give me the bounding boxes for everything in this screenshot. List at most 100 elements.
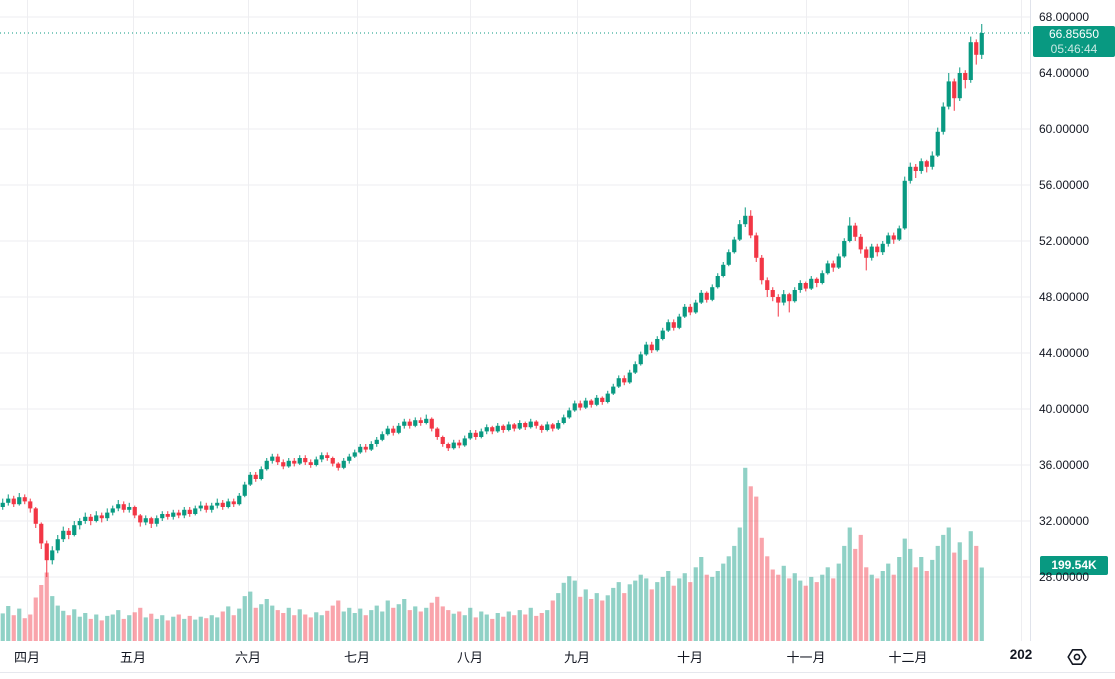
volume-bar [682, 573, 687, 641]
candle-body [677, 316, 682, 328]
month-label: 五月 [119, 650, 147, 665]
month-label: 十月 [676, 650, 704, 665]
volume-bar [468, 607, 473, 641]
candle-body [699, 292, 704, 303]
candle-body [116, 504, 121, 509]
candle-body [182, 509, 187, 516]
candle-body [325, 455, 330, 458]
candle-body [451, 442, 456, 449]
volume-bar [479, 611, 484, 641]
volume-bar [237, 608, 242, 641]
candle-body [710, 287, 715, 300]
volume-bar [0, 613, 5, 641]
volume-bar [517, 610, 522, 641]
volume-bar [506, 611, 511, 641]
month-label: 八月 [456, 650, 484, 665]
volume-bar [61, 610, 66, 641]
volume-bar [50, 596, 55, 641]
volume-bar [858, 534, 863, 641]
candle-body [72, 525, 77, 535]
candle-body [418, 420, 423, 423]
volume-bar [446, 610, 451, 641]
volume-bar [72, 609, 77, 641]
volume-bar [451, 613, 456, 641]
volume-bar [347, 607, 352, 641]
candlestick-chart[interactable] [0, 0, 1030, 641]
volume-bar [319, 615, 324, 641]
candle-body [732, 239, 737, 253]
volume-bar [715, 571, 720, 641]
volume-bar [820, 574, 825, 641]
settings-button[interactable] [1063, 644, 1091, 670]
volume-bar [440, 606, 445, 641]
month-label: 六月 [234, 650, 262, 665]
volume-bar [567, 576, 572, 641]
volume-bar [231, 615, 236, 641]
candle-body [589, 400, 594, 405]
volume-bar [270, 605, 275, 641]
volume-bar [424, 607, 429, 641]
volume-bar [644, 578, 649, 641]
price-axis-label: 28.00000 [1039, 570, 1090, 584]
price-axis-label: 56.00000 [1039, 178, 1090, 192]
candle-body [424, 418, 429, 423]
volume-bar [501, 616, 506, 641]
candle-body [935, 131, 940, 156]
candle-body [539, 425, 544, 430]
volume-bar [286, 607, 291, 641]
volume-bar [512, 615, 517, 641]
volume-bar [721, 563, 726, 641]
price-axis-label: 52.00000 [1039, 234, 1090, 248]
volume-bar [946, 527, 951, 641]
volume-bar [759, 537, 764, 641]
candle-body [798, 283, 803, 290]
volume-bar [88, 618, 93, 641]
candle-body [556, 423, 561, 429]
candle-body [396, 425, 401, 433]
volume-bar [578, 596, 583, 641]
candle-body [930, 155, 935, 167]
time-axis[interactable]: 四月 五月 六月 七月 八月 九月 十月 十一月 十二月 202 [0, 641, 1115, 679]
candle-body [924, 161, 929, 167]
candle-body [39, 523, 44, 544]
candle-body [968, 42, 973, 80]
candle-body [231, 501, 236, 505]
candle-body [748, 215, 753, 236]
candle-body [11, 498, 16, 505]
volume-bar [770, 569, 775, 641]
volume-bar [660, 576, 665, 641]
candle-body [875, 246, 880, 253]
candle-body [286, 460, 291, 467]
candle-body [303, 458, 308, 463]
volume-bar [39, 585, 44, 641]
candle-body [358, 446, 363, 453]
candle-body [913, 166, 918, 171]
volume-bar [919, 557, 924, 641]
candle-body [160, 514, 165, 519]
candle-body [281, 462, 286, 467]
volume-bar [908, 548, 913, 641]
candle-body [831, 263, 836, 268]
volume-bar [897, 557, 902, 641]
volume-bar [198, 616, 203, 641]
volume-bar [17, 608, 22, 641]
candle-body [385, 428, 390, 435]
candle-body [154, 518, 159, 524]
volume-bar [875, 578, 880, 641]
volume-bar [248, 591, 253, 641]
price-axis[interactable]: 66.85650 05:46:44 199.54K 68.00000 64.000… [1030, 0, 1115, 672]
candle-body [50, 550, 55, 561]
candle-body [143, 518, 148, 523]
volume-bar [556, 593, 561, 641]
candle-body [737, 224, 742, 240]
candle-body [836, 256, 841, 268]
volume-bar [55, 605, 60, 641]
candle-body [226, 501, 231, 507]
month-label: 七月 [343, 650, 371, 665]
volume-bar [132, 612, 137, 641]
candle-body [781, 294, 786, 303]
volume-bar [550, 600, 555, 641]
candle-body [341, 460, 346, 468]
candle-body [374, 439, 379, 444]
